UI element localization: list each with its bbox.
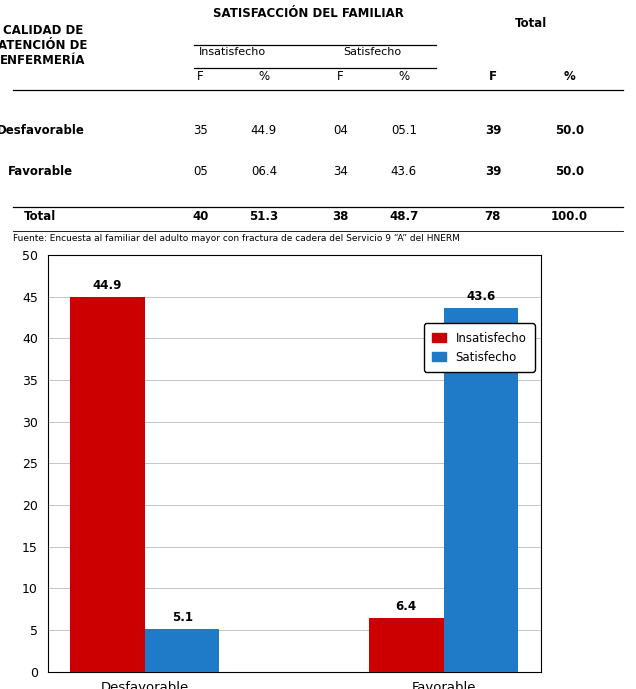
Text: %: % bbox=[258, 70, 270, 83]
Text: 38: 38 bbox=[332, 210, 349, 223]
Text: SATISFACCIÓN DEL FAMILIAR: SATISFACCIÓN DEL FAMILIAR bbox=[213, 7, 404, 20]
Text: Satisfecho: Satisfecho bbox=[343, 47, 401, 57]
Text: 39: 39 bbox=[485, 165, 501, 178]
Text: 100.0: 100.0 bbox=[551, 210, 588, 223]
Text: CALIDAD DE
ATENCIÓN DE
ENFERMERÍA: CALIDAD DE ATENCIÓN DE ENFERMERÍA bbox=[0, 24, 88, 67]
Text: 50.0: 50.0 bbox=[555, 124, 584, 137]
Text: Desfavorable: Desfavorable bbox=[0, 124, 85, 137]
Text: 44.9: 44.9 bbox=[93, 280, 122, 292]
Text: 40: 40 bbox=[192, 210, 209, 223]
Text: F: F bbox=[337, 70, 343, 83]
Text: 5.1: 5.1 bbox=[172, 611, 193, 624]
Text: 35: 35 bbox=[193, 124, 208, 137]
Text: 04: 04 bbox=[333, 124, 348, 137]
Bar bbox=[443, 308, 518, 672]
Bar bbox=[145, 629, 219, 672]
Text: 34: 34 bbox=[333, 165, 348, 178]
Text: 50.0: 50.0 bbox=[555, 165, 584, 178]
Text: 43.6: 43.6 bbox=[466, 290, 495, 303]
Text: 51.3: 51.3 bbox=[249, 210, 279, 223]
Legend: Insatisfecho, Satisfecho: Insatisfecho, Satisfecho bbox=[424, 323, 535, 372]
Text: Fuente: Encuesta al familiar del adulto mayor con fractura de cadera del Servici: Fuente: Encuesta al familiar del adulto … bbox=[13, 234, 460, 243]
Text: 48.7: 48.7 bbox=[389, 210, 418, 223]
Text: 78: 78 bbox=[485, 210, 501, 223]
Text: Favorable: Favorable bbox=[8, 165, 73, 178]
Text: 39: 39 bbox=[485, 124, 501, 137]
Bar bbox=[70, 298, 145, 672]
Text: Insatisfecho: Insatisfecho bbox=[198, 47, 266, 57]
Text: 06.4: 06.4 bbox=[251, 165, 277, 178]
Text: Total: Total bbox=[24, 210, 57, 223]
Text: %: % bbox=[398, 70, 410, 83]
Text: F: F bbox=[489, 70, 497, 83]
Text: %: % bbox=[563, 70, 575, 83]
Text: 05.1: 05.1 bbox=[391, 124, 417, 137]
Text: 43.6: 43.6 bbox=[391, 165, 417, 178]
Text: 05: 05 bbox=[193, 165, 208, 178]
Text: 6.4: 6.4 bbox=[396, 600, 417, 613]
Text: 44.9: 44.9 bbox=[251, 124, 277, 137]
Bar bbox=[369, 619, 443, 672]
Text: F: F bbox=[197, 70, 204, 83]
Text: Total: Total bbox=[515, 17, 547, 30]
